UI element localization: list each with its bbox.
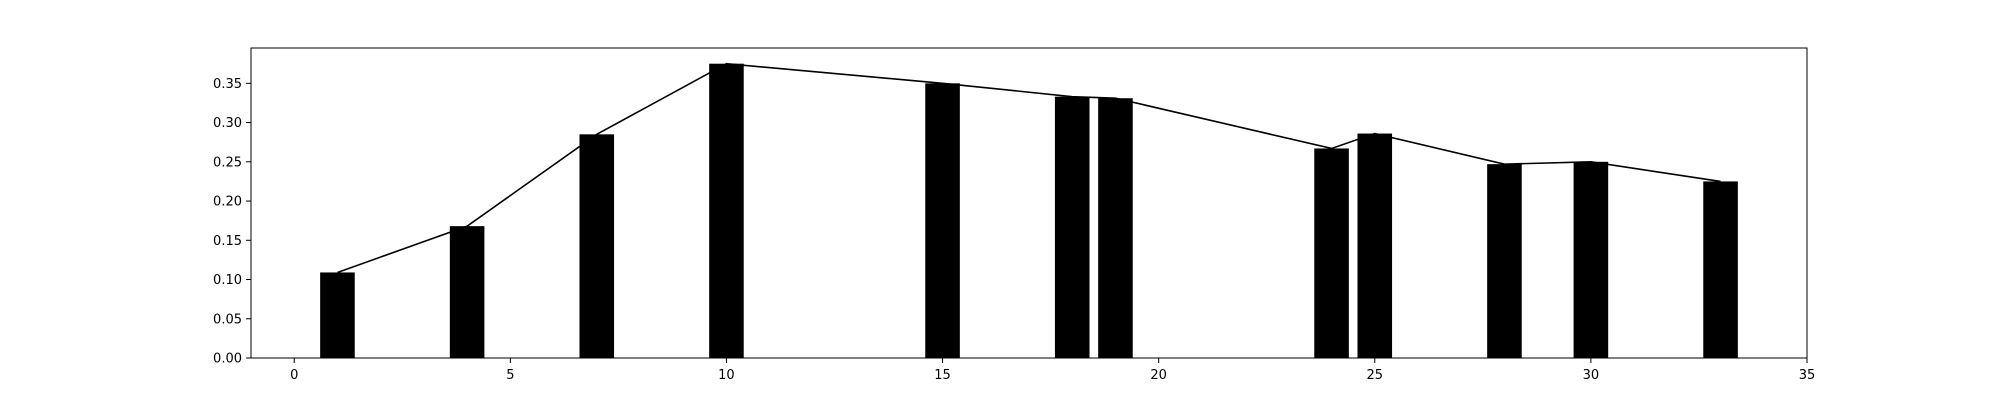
y-tick-label-1: 0.05: [213, 312, 242, 327]
bar-6: [1098, 98, 1133, 359]
y-tick-label-6: 0.30: [213, 116, 242, 131]
y-tick-label-5: 0.25: [213, 155, 242, 170]
bars-group: [320, 63, 1738, 359]
x-tick-label-4: 20: [1150, 368, 1167, 383]
x-tick-label-2: 10: [718, 368, 735, 383]
plot-frame: [250, 47, 1808, 359]
y-tick-label-4: 0.20: [213, 195, 242, 210]
y-tick-label-2: 0.10: [213, 273, 242, 288]
bar-1: [449, 226, 485, 358]
x-tick-label-0: 0: [290, 368, 298, 383]
y-tick-label-7: 0.35: [213, 77, 242, 92]
x-tick-label-1: 5: [506, 368, 514, 383]
bar-7: [1314, 148, 1349, 358]
bar-10: [1573, 161, 1609, 358]
x-axis: 0 5 10 15 20 25 30 35: [290, 358, 1815, 383]
line-layer: [337, 62, 1721, 274]
x-tick-label-5: 25: [1367, 368, 1384, 383]
bar-4: [925, 83, 960, 358]
bar-2: [579, 134, 615, 358]
x-tick-label-6: 30: [1583, 368, 1600, 383]
y-tick-label-3: 0.15: [213, 234, 242, 249]
series-line: [337, 62, 1721, 274]
bar-9: [1487, 164, 1522, 358]
y-axis: 0.00 0.05 0.10 0.15 0.20 0.25 0.30 0.35: [213, 77, 251, 367]
y-tick-label-0: 0.00: [213, 352, 242, 367]
x-tick-label-7: 35: [1799, 368, 1816, 383]
bar-8: [1357, 133, 1393, 358]
bar-0: [320, 272, 355, 358]
bar-5: [1054, 96, 1090, 358]
bar-3: [709, 63, 744, 359]
x-tick-label-3: 15: [934, 368, 951, 383]
bar-11: [1703, 181, 1738, 358]
